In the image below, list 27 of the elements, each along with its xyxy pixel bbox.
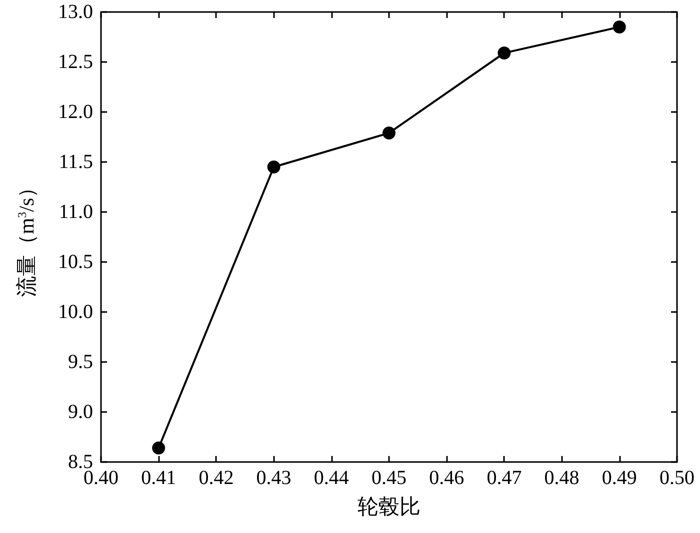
x-axis-title: 轮毂比 [358,494,420,518]
y-tick-label: 11.5 [58,151,93,173]
x-tick-label: 0.44 [314,467,349,489]
x-tick-label: 0.50 [660,467,694,489]
x-tick-label: 0.46 [429,467,464,489]
x-tick-label: 0.43 [256,467,292,489]
y-tick-label: 12.0 [58,101,93,123]
y-tick-label: 9.0 [68,401,93,423]
point [152,442,166,454]
x-tick-label: 0.45 [372,467,406,489]
x-tick-label: 0.41 [141,467,176,489]
y-tick-label: 10.5 [58,251,93,273]
y-tick-label: 11.0 [58,201,93,223]
y-tick-label: 13.0 [58,1,93,23]
point [498,46,511,60]
point [612,20,626,34]
y-axis-title: 流量（m3/s） [14,176,38,298]
x-tick-label: 0.42 [198,467,234,489]
point [382,126,396,140]
x-tick-label: 0.48 [544,467,580,489]
x-tick-label: 0.40 [84,467,118,489]
y-tick-label: 12.5 [58,51,93,73]
x-tick-label: 0.49 [602,467,637,489]
y-tick-label: 9.5 [68,351,93,373]
x-tick-label: 0.47 [486,467,522,489]
point [267,160,280,174]
y-tick-label: 10.0 [58,301,93,323]
